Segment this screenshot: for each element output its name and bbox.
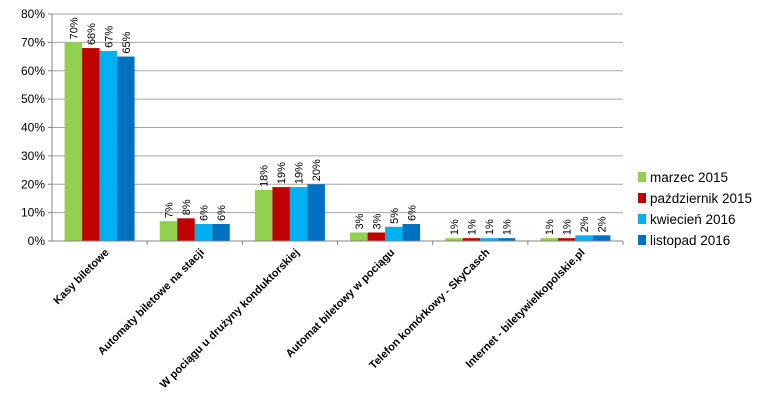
y-tick-label: 0% bbox=[28, 234, 46, 248]
data-label: 19% bbox=[294, 162, 306, 184]
data-label: 2% bbox=[579, 216, 591, 232]
bar bbox=[82, 48, 100, 241]
legend-swatch bbox=[638, 235, 646, 245]
bar bbox=[350, 232, 368, 241]
data-label: 7% bbox=[164, 202, 176, 218]
data-label: 65% bbox=[121, 31, 133, 53]
data-label: 1% bbox=[562, 219, 574, 235]
data-label: 5% bbox=[389, 208, 401, 224]
y-tick-label: 60% bbox=[21, 64, 45, 78]
bar bbox=[194, 223, 213, 241]
data-label: 19% bbox=[276, 162, 288, 184]
legend-swatch bbox=[638, 172, 646, 182]
bar bbox=[497, 238, 516, 241]
bar bbox=[367, 232, 386, 241]
legend-label: październik 2015 bbox=[650, 191, 752, 206]
data-label: 20% bbox=[311, 159, 323, 181]
bar bbox=[557, 238, 576, 241]
data-label: 3% bbox=[354, 213, 366, 229]
bar bbox=[575, 235, 593, 241]
data-label: 1% bbox=[484, 219, 496, 235]
y-axis: 0% 10% 20% 30% 40% 50% 60% 70% 80% bbox=[21, 7, 53, 248]
bar bbox=[540, 238, 558, 241]
data-label: 3% bbox=[371, 213, 383, 229]
data-label: 67% bbox=[103, 26, 115, 48]
x-tick-label: Automat biletowy w pociągu bbox=[284, 247, 398, 361]
data-label: 1% bbox=[467, 219, 479, 235]
bar bbox=[592, 235, 611, 241]
bar bbox=[445, 238, 463, 241]
bar bbox=[289, 187, 308, 241]
data-label: 2% bbox=[597, 216, 609, 232]
legend-label: marzec 2015 bbox=[650, 170, 728, 185]
legend-swatch bbox=[638, 214, 646, 224]
bar bbox=[480, 238, 498, 241]
data-label: 6% bbox=[406, 205, 418, 221]
bar bbox=[64, 42, 83, 241]
y-tick-label: 10% bbox=[21, 206, 45, 220]
y-tick-label: 50% bbox=[21, 92, 45, 106]
bars bbox=[64, 42, 611, 242]
y-tick-label: 40% bbox=[21, 121, 45, 135]
data-labels: 70% 68% 67% 65% 7% 8% 6% 6% 18% 19% 19% 20% 3% 3% 5% 6%… bbox=[68, 17, 608, 235]
data-label: 68% bbox=[86, 23, 98, 45]
bar bbox=[402, 223, 421, 241]
x-tick-label: Automaty biletowe na stacji bbox=[96, 247, 207, 358]
data-label: 8% bbox=[181, 199, 193, 215]
legend: marzec 2015 październik 2015 kwiecień 2016… bbox=[638, 170, 752, 248]
legend-swatch bbox=[638, 193, 646, 203]
bar bbox=[254, 189, 273, 241]
x-tick-label: Kasy biletowe bbox=[51, 247, 111, 307]
data-label: 18% bbox=[259, 165, 271, 187]
data-label: 1% bbox=[449, 219, 461, 235]
data-label: 6% bbox=[216, 205, 228, 221]
data-label: 6% bbox=[199, 205, 211, 221]
bar bbox=[177, 218, 195, 241]
bar bbox=[462, 238, 481, 241]
y-tick-label: 20% bbox=[21, 177, 45, 191]
data-label: 1% bbox=[502, 219, 514, 235]
y-tick-label: 80% bbox=[21, 7, 45, 21]
y-tick-label: 30% bbox=[21, 149, 45, 163]
data-label: 1% bbox=[544, 219, 556, 235]
bar bbox=[272, 187, 290, 241]
data-label: 70% bbox=[68, 17, 80, 39]
bar bbox=[159, 221, 178, 241]
legend-label: kwiecień 2016 bbox=[650, 212, 736, 227]
bar bbox=[99, 50, 118, 242]
bar bbox=[117, 56, 135, 241]
legend-label: listopad 2016 bbox=[650, 233, 730, 248]
y-tick-label: 70% bbox=[21, 35, 45, 49]
grid-lines bbox=[52, 13, 623, 242]
bar bbox=[385, 226, 403, 241]
bar bbox=[212, 223, 230, 241]
bar bbox=[307, 184, 325, 241]
